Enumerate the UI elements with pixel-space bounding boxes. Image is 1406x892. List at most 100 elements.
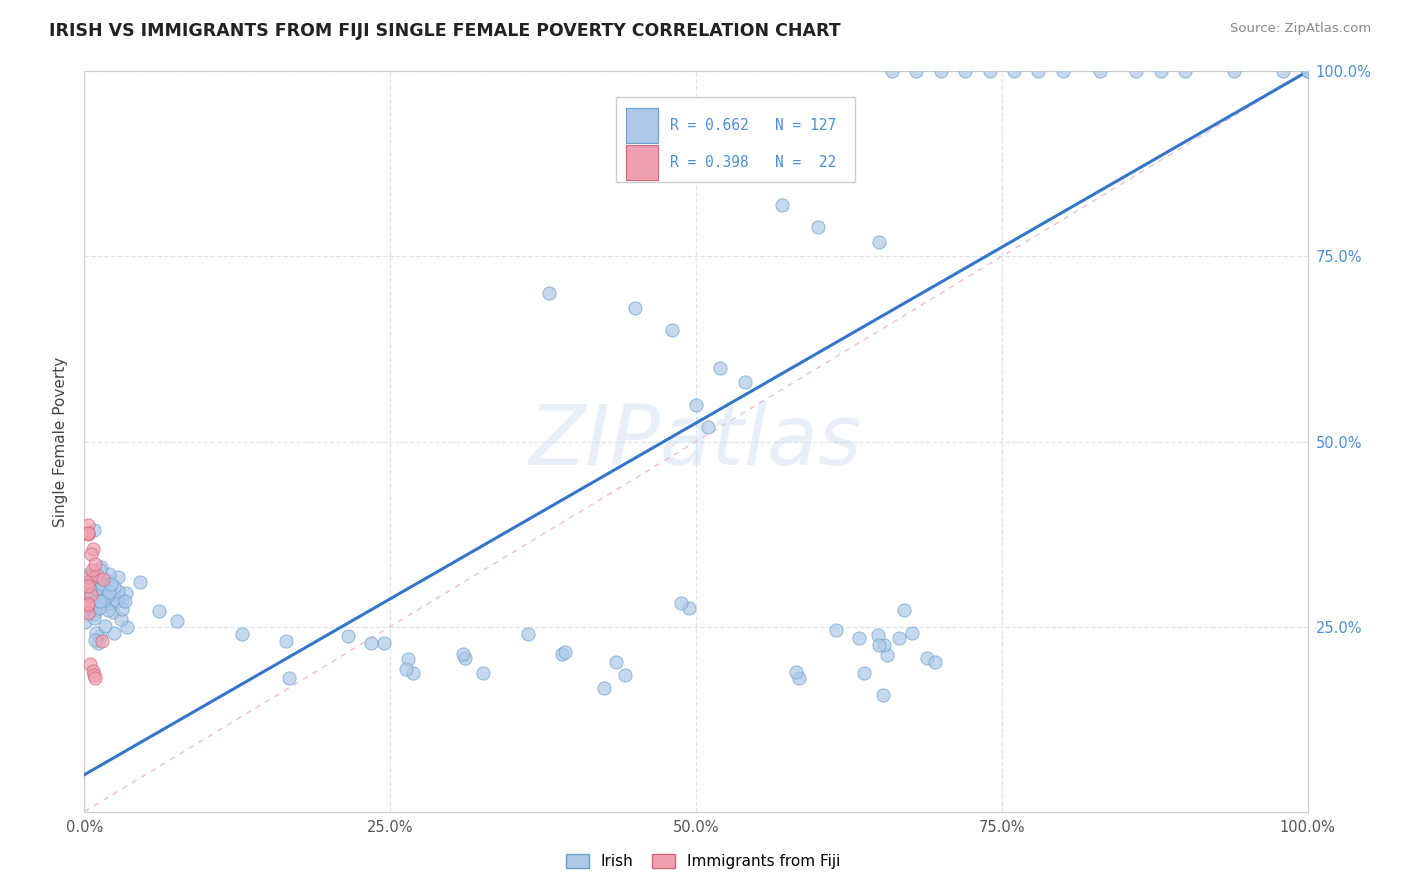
Point <box>80 588 103 602</box>
Point <box>96 573 118 587</box>
Point <box>82 664 104 678</box>
Point <box>79 603 101 617</box>
Point <box>77 526 100 541</box>
Point <box>83 611 105 625</box>
Point <box>396 651 419 665</box>
Point <box>87 636 110 650</box>
Point <box>605 655 627 669</box>
Point <box>84 603 107 617</box>
Point <box>103 592 125 607</box>
Point <box>86 568 108 582</box>
Point <box>91 577 114 591</box>
Point <box>77 575 100 590</box>
Point <box>1272 64 1295 78</box>
Point <box>77 597 100 611</box>
Point <box>1028 64 1050 78</box>
Y-axis label: Single Female Poverty: Single Female Poverty <box>53 357 69 526</box>
Point <box>97 585 120 599</box>
Point <box>395 662 418 676</box>
Point <box>697 419 720 434</box>
Point <box>373 635 395 649</box>
Point <box>274 634 297 648</box>
Point <box>89 629 111 643</box>
Point <box>82 571 104 585</box>
Point <box>880 64 903 78</box>
Point <box>76 597 98 611</box>
Point <box>91 594 114 608</box>
Point <box>79 598 101 612</box>
Point <box>84 626 107 640</box>
Point <box>360 635 382 649</box>
Point <box>807 219 830 234</box>
Point <box>402 665 425 680</box>
Point <box>516 627 538 641</box>
Point <box>75 584 97 599</box>
Point <box>83 607 105 621</box>
Point <box>84 672 107 686</box>
Point <box>1125 64 1147 78</box>
Point <box>231 627 253 641</box>
Point <box>77 605 100 619</box>
Point <box>75 596 97 610</box>
Point <box>94 580 117 594</box>
Point <box>105 594 128 608</box>
Point <box>80 587 103 601</box>
Point <box>785 665 807 680</box>
Point <box>79 602 101 616</box>
Point <box>110 612 132 626</box>
Point <box>787 671 810 685</box>
Point <box>454 651 477 665</box>
Point <box>114 594 136 608</box>
Point <box>77 518 100 533</box>
Point <box>83 570 105 584</box>
Point <box>613 668 636 682</box>
Point <box>80 547 103 561</box>
Point <box>84 592 107 607</box>
Point <box>889 631 911 645</box>
Point <box>110 601 132 615</box>
Point <box>115 585 138 599</box>
Point <box>1150 64 1173 78</box>
Point <box>901 625 924 640</box>
Point <box>77 570 100 584</box>
Point <box>84 586 107 600</box>
Point <box>82 595 104 609</box>
Point <box>471 666 494 681</box>
Point <box>1052 64 1074 78</box>
Point <box>1296 64 1319 78</box>
Point <box>73 576 96 591</box>
Point <box>129 574 152 589</box>
Point <box>77 606 100 620</box>
Point <box>97 588 120 602</box>
Point <box>848 631 870 645</box>
Point <box>79 582 101 597</box>
Point <box>1088 64 1111 78</box>
Point <box>451 647 474 661</box>
Point <box>1174 64 1197 78</box>
Point <box>678 601 700 615</box>
Point <box>91 589 114 603</box>
Point <box>107 584 129 599</box>
Point <box>852 666 875 681</box>
Point <box>89 582 111 596</box>
Point <box>709 360 731 375</box>
Point <box>77 527 100 541</box>
Point <box>872 688 894 702</box>
Legend: Irish, Immigrants from Fiji: Irish, Immigrants from Fiji <box>560 848 846 875</box>
Point <box>94 618 117 632</box>
Point <box>825 623 848 637</box>
Point <box>83 557 105 571</box>
Bar <box>626 108 658 144</box>
Point <box>103 626 125 640</box>
Point <box>554 645 576 659</box>
Point <box>929 64 952 78</box>
Point <box>872 638 894 652</box>
Point <box>1296 64 1319 78</box>
Point <box>111 593 134 607</box>
Point <box>89 593 111 607</box>
Point <box>624 301 647 316</box>
Point <box>953 64 976 78</box>
Point <box>82 570 104 584</box>
Point <box>278 671 301 685</box>
Text: Source: ZipAtlas.com: Source: ZipAtlas.com <box>1230 22 1371 36</box>
